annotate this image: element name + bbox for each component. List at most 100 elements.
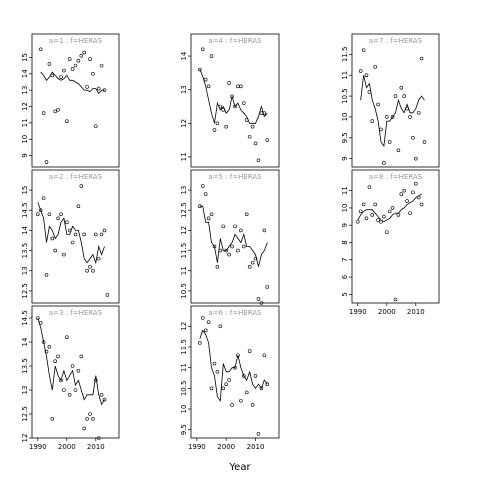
y-tick-label: 15 [21,53,29,62]
data-point [236,353,240,358]
data-point [44,272,49,277]
data-point [236,84,240,89]
data-point [396,148,401,153]
data-point [242,101,246,105]
data-point [73,63,78,68]
data-point [41,111,46,115]
data-point [390,206,395,210]
data-point [67,228,72,233]
y-tick-label: 11.5 [180,339,188,355]
panel-strip-label: a=8 : f=HERAS [369,173,423,181]
data-point [215,121,220,126]
x-tick-label: 2000 [58,443,76,451]
data-point [239,398,243,403]
data-point [364,216,369,221]
data-point [382,214,386,219]
data-point [265,285,270,289]
data-point [88,264,92,269]
y-tick-label: 13 [180,85,188,94]
data-point [262,228,267,233]
data-point [370,213,375,217]
data-point [206,216,211,221]
data-point [35,212,40,217]
data-point [209,386,214,391]
panel-strip-label: a=4 : f=HERAS [208,37,262,45]
y-tick-label: 9 [341,156,349,160]
data-point [355,219,360,224]
data-point [82,232,86,237]
data-point [70,364,75,368]
data-point [70,240,75,245]
data-point [376,102,380,107]
data-point [259,386,264,391]
data-point [370,119,375,123]
panel-strip-label: a=6 : f=HERAS [208,309,262,317]
data-point [242,374,246,378]
data-point [218,248,223,253]
x-tick-label: 2010 [407,308,425,316]
data-point [411,135,415,140]
y-tick-label: 7 [341,258,349,262]
y-tick-label: 10 [341,112,349,121]
y-tick-label: 14 [21,225,29,234]
data-point [50,236,55,241]
data-point [253,256,258,261]
x-tick-label: 1990 [29,443,47,451]
data-point [50,73,55,78]
data-point [221,386,226,391]
panel-frame [190,169,280,304]
data-point [367,90,372,94]
fitted-line [37,317,105,406]
y-tick-label: 13 [21,266,29,275]
data-point [244,390,249,395]
data-point [361,48,366,52]
data-point [244,118,249,122]
data-point [85,85,89,89]
data-point [198,204,202,208]
y-tick-label: 10.5 [180,283,188,299]
x-tick-label: 2000 [217,443,235,451]
x-axis-label: Year [228,462,251,473]
y-tick-label: 12.5 [21,406,29,422]
data-point [198,341,202,345]
data-point [379,127,383,132]
data-point [62,68,66,73]
y-tick-label: 11.5 [341,47,349,63]
data-point [65,335,69,340]
data-point [53,359,58,364]
x-tick-label: 2010 [247,443,265,451]
data-point [218,324,223,329]
data-point [47,62,52,66]
data-point [379,219,383,224]
data-point [79,184,84,188]
y-tick-label: 8 [341,240,349,244]
data-point [221,224,226,229]
data-point [364,73,369,78]
fitted-line [199,329,268,402]
data-point [265,382,270,387]
y-tick-label: 13.5 [21,358,29,374]
data-point [59,212,63,217]
data-point [416,195,421,200]
data-point [408,115,412,119]
y-tick-label: 11 [180,152,188,161]
data-point [76,204,81,208]
data-point [233,365,237,370]
x-tick-label: 2000 [378,308,396,316]
data-point [247,134,252,139]
data-point [230,94,234,99]
data-point [239,84,243,89]
data-point [230,403,234,407]
data-point [73,232,78,237]
data-point [233,104,237,109]
data-point [244,212,249,217]
data-point [44,349,49,354]
data-point [206,84,211,89]
data-point [59,378,63,383]
data-point [47,344,52,349]
y-tick-label: 12 [180,322,188,331]
panel-frame [190,33,280,168]
data-point [53,248,58,253]
data-point [227,81,231,85]
